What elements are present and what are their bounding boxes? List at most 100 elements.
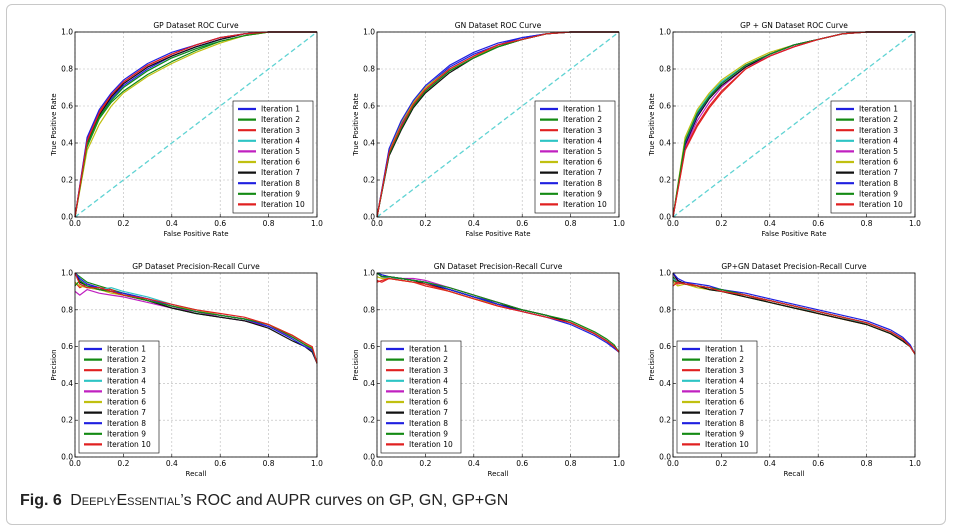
x-tick-label: 1.0 (311, 219, 323, 228)
y-tick-label: 0.2 (61, 176, 73, 185)
legend-label: Iteration 3 (107, 366, 146, 375)
legend-label: Iteration 6 (107, 398, 146, 407)
y-axis-label: True Positive Rate (648, 93, 656, 156)
y-tick-label: 1.0 (659, 269, 671, 278)
legend-label: Iteration 8 (261, 179, 300, 188)
legend-label: Iteration 7 (859, 168, 898, 177)
legend-label: Iteration 9 (107, 429, 146, 438)
series-line-10 (74, 31, 317, 218)
x-tick-label: 0.2 (117, 459, 129, 468)
y-axis-label: Precision (352, 349, 360, 380)
series-line-9 (74, 31, 317, 218)
x-tick-label: 1.0 (613, 459, 625, 468)
legend-label: Iteration 4 (859, 136, 898, 145)
y-tick-label: 1.0 (363, 28, 375, 37)
series-line-10 (376, 277, 620, 353)
legend-label: Iteration 2 (563, 115, 602, 124)
y-tick-label: 0.6 (363, 342, 375, 351)
legend-label: Iteration 9 (261, 189, 300, 198)
legend-label: Iteration 5 (705, 387, 744, 396)
y-tick-label: 1.0 (61, 28, 73, 37)
y-tick-label: 0.4 (363, 139, 375, 148)
x-tick-label: 0.8 (565, 459, 577, 468)
x-axis-label: False Positive Rate (465, 230, 530, 238)
legend-label: Iteration 5 (859, 147, 898, 156)
legend-label: Iteration 1 (705, 345, 744, 354)
x-tick-label: 0.8 (263, 219, 275, 228)
x-tick-label: 0.0 (69, 459, 81, 468)
legend-label: Iteration 7 (261, 168, 300, 177)
legend-label: Iteration 10 (705, 440, 749, 449)
y-axis-label: True Positive Rate (50, 93, 58, 156)
y-tick-label: 0.2 (363, 176, 375, 185)
chart-panel-5: 0.0 0.2 0.4 0.6 0.8 1.0 0.0 0.2 0.4 0.6 0.8 1.0 GN D… (352, 262, 625, 478)
x-tick-label: 0.0 (371, 459, 383, 468)
legend-label: Iteration 1 (261, 105, 300, 114)
legend-label: Iteration 2 (859, 115, 898, 124)
legend-label: Iteration 9 (859, 189, 898, 198)
x-tick-label: 0.6 (214, 219, 226, 228)
legend-label: Iteration 10 (261, 200, 305, 209)
legend-label: Iteration 5 (107, 387, 146, 396)
figure-caption: Fig. 6 DeeplyEssential’s ROC and AUPR cu… (20, 492, 508, 510)
legend-label: Iteration 3 (261, 126, 300, 135)
y-tick-label: 0.2 (61, 416, 73, 425)
x-tick-label: 0.4 (468, 219, 480, 228)
plot-border (74, 272, 318, 458)
x-axis-label: False Positive Rate (761, 230, 826, 238)
y-axis-label: Precision (648, 349, 656, 380)
legend-label: Iteration 8 (859, 179, 898, 188)
y-tick-label: 0.2 (363, 416, 375, 425)
y-tick-label: 0.2 (659, 176, 671, 185)
legend-label: Iteration 7 (563, 168, 602, 177)
x-tick-label: 0.4 (166, 459, 178, 468)
x-tick-label: 0.6 (516, 459, 528, 468)
y-tick-label: 1.0 (61, 269, 73, 278)
x-tick-label: 0.0 (667, 459, 679, 468)
legend-label: Iteration 1 (563, 105, 602, 114)
legend-label: Iteration 5 (409, 387, 448, 396)
figure-panels: 0.0 0.2 0.4 0.6 0.8 1.0 0.0 0.2 0.4 0.6 0.8 1.0 GP D… (50, 21, 921, 478)
legend-label: Iteration 10 (409, 440, 453, 449)
y-tick-label: 0.4 (659, 139, 671, 148)
chart-panel-3: 0.0 0.2 0.4 0.6 0.8 1.0 0.0 0.2 0.4 0.6 0.8 1.0 GP +… (648, 21, 921, 238)
legend-label: Iteration 7 (409, 408, 448, 417)
legend-label: Iteration 4 (705, 376, 744, 385)
x-tick-label: 0.2 (117, 219, 129, 228)
chart-panel-2: 0.0 0.2 0.4 0.6 0.8 1.0 0.0 0.2 0.4 0.6 0.8 1.0 GN D… (352, 21, 625, 238)
legend-label: Iteration 4 (261, 136, 300, 145)
series-line-10 (74, 272, 318, 364)
y-tick-label: 0.0 (659, 213, 671, 222)
x-tick-label: 0.4 (468, 459, 480, 468)
y-tick-label: 0.0 (659, 453, 671, 462)
x-tick-label: 1.0 (613, 219, 625, 228)
y-tick-label: 0.6 (363, 102, 375, 111)
x-tick-label: 1.0 (909, 459, 921, 468)
y-tick-label: 0.8 (659, 65, 671, 74)
y-tick-label: 0.6 (659, 342, 671, 351)
chance-diagonal (376, 31, 620, 218)
plot-border (376, 31, 620, 218)
legend-label: Iteration 2 (705, 355, 744, 364)
legend-label: Iteration 3 (705, 366, 744, 375)
legend-label: Iteration 10 (859, 200, 903, 209)
legend-label: Iteration 6 (705, 398, 744, 407)
y-tick-label: 0.6 (61, 102, 73, 111)
x-tick-label: 0.8 (861, 219, 873, 228)
x-axis-label: Recall (488, 470, 509, 478)
plot-border (74, 31, 318, 218)
y-tick-label: 0.8 (61, 65, 73, 74)
legend-label: Iteration 10 (107, 440, 151, 449)
legend-label: Iteration 5 (261, 147, 300, 156)
legend-label: Iteration 1 (859, 105, 898, 114)
legend-label: Iteration 7 (107, 408, 146, 417)
chart-title: GP + GN Dataset ROC Curve (740, 21, 848, 30)
plot-border (376, 272, 620, 458)
x-tick-label: 0.6 (812, 219, 824, 228)
